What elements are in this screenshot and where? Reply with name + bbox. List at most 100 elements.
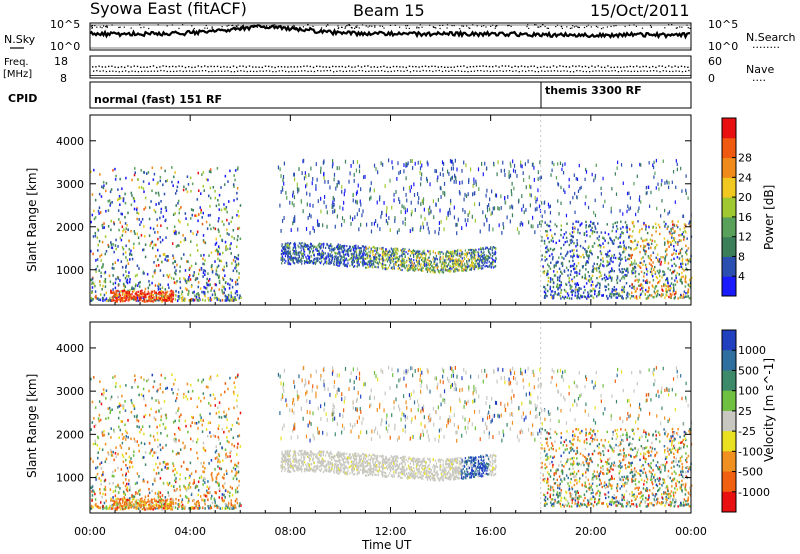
data-cell [171, 180, 173, 184]
data-cell [372, 246, 374, 249]
nave-dot [147, 70, 149, 73]
data-cell [322, 244, 325, 247]
freq-dot [482, 65, 484, 67]
data-cell [353, 254, 355, 257]
nave-dot [598, 70, 600, 72]
data-cell [429, 271, 432, 274]
data-cell [472, 184, 474, 188]
data-cell [552, 285, 555, 289]
data-cell [404, 217, 406, 221]
data-cell [130, 287, 133, 291]
data-cell [419, 256, 421, 259]
freq-dot [428, 66, 430, 68]
nsearch-dot [679, 26, 681, 28]
data-cell [429, 269, 431, 272]
data-cell [318, 249, 320, 253]
data-cell [366, 263, 369, 266]
data-cell [571, 278, 573, 281]
data-cell [605, 285, 608, 289]
data-cell [544, 255, 546, 259]
data-cell [406, 269, 408, 272]
nsearch-dot [675, 27, 677, 29]
data-cell [94, 290, 97, 293]
data-cell [432, 258, 434, 261]
data-cell [206, 227, 209, 230]
data-cell [670, 243, 672, 246]
data-cell [458, 190, 461, 194]
data-cell [103, 226, 106, 229]
nsearch-dot [251, 25, 253, 28]
data-cell [483, 251, 485, 254]
data-cell [446, 169, 449, 174]
beam-label: Beam 15 [353, 1, 425, 20]
nsearch-dot [421, 26, 423, 28]
data-cell [665, 248, 667, 251]
data-cell [394, 257, 397, 260]
data-cell [468, 252, 470, 255]
nsearch-dot [293, 24, 295, 26]
data-cell [456, 262, 458, 265]
data-cell [304, 248, 306, 251]
data-cell [560, 262, 563, 265]
data-cell [190, 264, 193, 268]
data-cell [344, 188, 346, 193]
data-cell [357, 260, 359, 263]
data-cell [350, 221, 352, 226]
freq-dot [236, 66, 238, 69]
data-cell [610, 238, 612, 241]
data-cell [299, 260, 301, 263]
data-cell [297, 257, 299, 260]
data-cell [596, 295, 598, 298]
data-cell [537, 224, 539, 229]
data-cell [675, 185, 677, 190]
nave-dot [649, 70, 652, 72]
data-cell [180, 292, 183, 296]
nsearch-dot [435, 27, 437, 29]
nave-dot [157, 70, 159, 72]
freq-dot [255, 66, 257, 68]
power-data-cells [90, 115, 693, 305]
data-cell [492, 258, 494, 261]
data-cell [134, 284, 137, 288]
data-cell [146, 292, 148, 296]
nsearch-dot [419, 24, 421, 26]
data-cell [204, 259, 206, 262]
data-cell [144, 206, 147, 209]
data-cell [379, 258, 381, 261]
data-cell [621, 288, 623, 292]
data-cell [498, 223, 500, 228]
data-cell [550, 290, 553, 293]
nsearch-dot [337, 25, 339, 27]
nsearch-dot [143, 26, 145, 28]
data-cell [581, 222, 583, 225]
data-cell [678, 266, 681, 269]
data-cell [218, 193, 221, 197]
data-cell [407, 269, 410, 272]
data-cell [444, 265, 446, 268]
nsearch-dot [347, 24, 349, 26]
data-cell [448, 171, 450, 176]
data-cell [399, 260, 402, 263]
data-cell [479, 229, 481, 234]
data-cell [229, 247, 231, 251]
data-cell [336, 258, 338, 261]
data-cell [316, 247, 318, 250]
data-cell [155, 296, 158, 299]
data-cell [381, 253, 384, 256]
data-cell [373, 245, 375, 248]
data-cell [668, 245, 670, 248]
data-cell [283, 251, 285, 255]
data-cell [442, 190, 444, 195]
data-cell [331, 205, 333, 210]
data-cell [234, 260, 237, 263]
data-cell [677, 241, 679, 244]
data-cell [190, 285, 193, 289]
data-cell [310, 243, 313, 246]
data-cell [315, 187, 317, 191]
nsearch-dot [321, 27, 323, 29]
data-cell [416, 267, 418, 270]
nave-dot [467, 71, 469, 73]
data-cell [522, 171, 524, 176]
data-cell [487, 257, 489, 260]
data-cell [310, 246, 312, 249]
